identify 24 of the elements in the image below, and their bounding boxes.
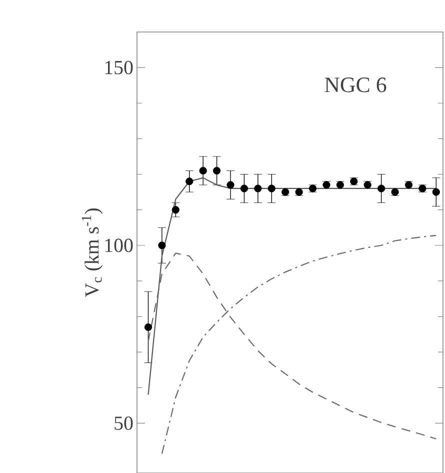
point xyxy=(268,184,276,192)
y-tick-label: 100 xyxy=(105,238,133,252)
point xyxy=(240,184,248,192)
point xyxy=(391,188,399,196)
y-tick-label: 150 xyxy=(105,60,133,74)
point xyxy=(378,184,386,192)
point xyxy=(144,323,152,331)
point xyxy=(282,188,290,196)
point xyxy=(226,181,234,189)
y-axis-title: V$_{c}$ (km s$^{-1}$) xyxy=(82,208,103,298)
point xyxy=(295,188,303,196)
point xyxy=(254,184,262,192)
annotation: NGC 6 xyxy=(324,78,386,92)
point xyxy=(336,181,344,189)
point xyxy=(322,181,330,189)
point xyxy=(199,166,207,174)
point xyxy=(432,188,440,196)
point xyxy=(186,178,194,186)
y-tick-label: 50 xyxy=(114,416,133,430)
point xyxy=(172,206,180,214)
point xyxy=(158,242,166,250)
point xyxy=(212,166,221,174)
point xyxy=(404,181,413,189)
point xyxy=(364,181,372,189)
